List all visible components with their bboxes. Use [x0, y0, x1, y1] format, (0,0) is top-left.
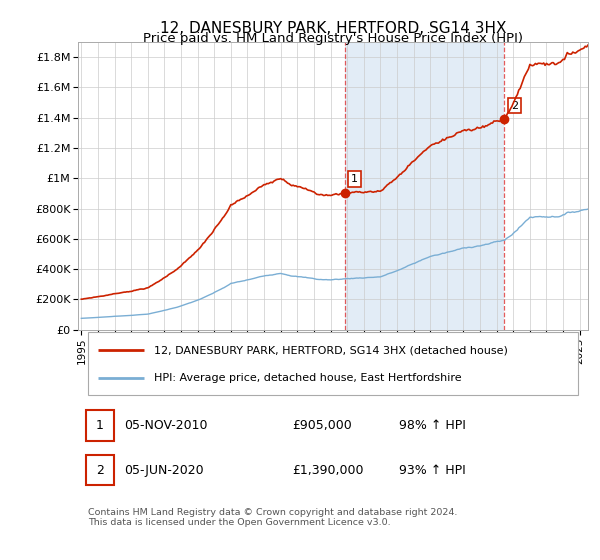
Text: HPI: Average price, detached house, East Hertfordshire: HPI: Average price, detached house, East… [155, 372, 462, 382]
Text: 1: 1 [96, 419, 104, 432]
Text: Contains HM Land Registry data © Crown copyright and database right 2024.
This d: Contains HM Land Registry data © Crown c… [88, 508, 458, 528]
FancyBboxPatch shape [88, 333, 578, 395]
Text: 98% ↑ HPI: 98% ↑ HPI [400, 419, 466, 432]
Bar [344, 42, 504, 330]
Text: 1: 1 [351, 174, 358, 184]
FancyBboxPatch shape [86, 455, 114, 486]
Text: 2: 2 [511, 101, 518, 111]
Text: 12, DANESBURY PARK, HERTFORD, SG14 3HX (detached house): 12, DANESBURY PARK, HERTFORD, SG14 3HX (… [155, 345, 508, 355]
Text: 12, DANESBURY PARK, HERTFORD, SG14 3HX: 12, DANESBURY PARK, HERTFORD, SG14 3HX [160, 21, 506, 36]
Text: £905,000: £905,000 [292, 419, 352, 432]
Text: Price paid vs. HM Land Registry's House Price Index (HPI): Price paid vs. HM Land Registry's House … [143, 32, 523, 45]
Text: £1,390,000: £1,390,000 [292, 464, 364, 477]
Text: 05-JUN-2020: 05-JUN-2020 [124, 464, 203, 477]
Text: 93% ↑ HPI: 93% ↑ HPI [400, 464, 466, 477]
Text: 2: 2 [96, 464, 104, 477]
Text: 05-NOV-2010: 05-NOV-2010 [124, 419, 208, 432]
FancyBboxPatch shape [86, 410, 114, 441]
